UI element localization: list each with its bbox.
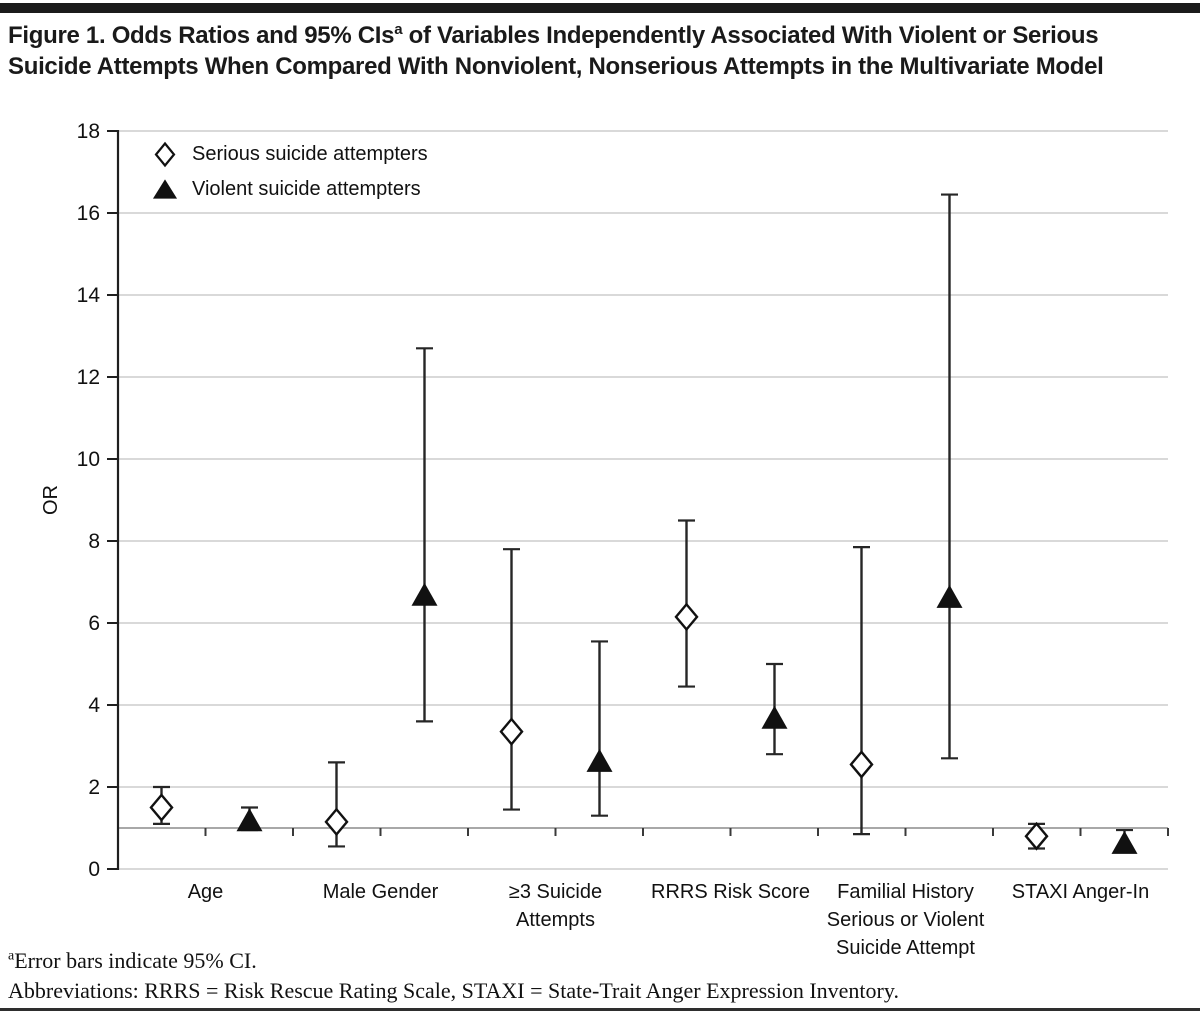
y-tick-label: 6 <box>88 612 100 635</box>
violent-triangle-marker <box>1111 830 1138 854</box>
y-tick-label: 14 <box>77 284 101 307</box>
figure-title-text-continued: of Variables Independently Associated Wi… <box>8 22 1104 80</box>
footnote-abbreviations-text: Abbreviations: RRRS = Risk Rescue Rating… <box>8 978 899 1003</box>
violent-triangle-marker <box>761 705 788 729</box>
x-category-label: STAXI Anger-In <box>1012 881 1149 903</box>
x-category-label: Age <box>188 881 224 903</box>
figure-title-superscript: a <box>394 21 403 38</box>
y-axis-title: OR <box>40 485 62 515</box>
footnote-error-bars-text: Error bars indicate 95% CI. <box>14 948 257 973</box>
violent-triangle-marker <box>236 808 263 832</box>
top-rule <box>0 3 1200 13</box>
legend-item-serious: Serious suicide attempters <box>152 141 428 168</box>
serious-diamond-marker <box>149 793 174 822</box>
legend-item-violent: Violent suicide attempters <box>152 177 428 201</box>
legend-label-violent: Violent suicide attempters <box>192 177 421 200</box>
serious-diamond-marker <box>1024 821 1049 851</box>
serious-diamond-marker <box>674 602 699 632</box>
x-category-label: ≥3 Suicide Attempts <box>509 881 602 931</box>
open-diamond-marker-icon <box>152 141 178 168</box>
violent-triangle-marker <box>411 582 438 606</box>
legend-label-serious: Serious suicide attempters <box>192 143 428 165</box>
bottom-rule <box>0 1008 1200 1011</box>
footnote-error-bars: aError bars indicate 95% CI. <box>8 948 257 974</box>
y-tick-label: 12 <box>77 366 100 389</box>
x-category-label: RRRS Risk Score <box>651 881 810 903</box>
y-tick-label: 16 <box>77 202 100 225</box>
serious-diamond-marker <box>499 717 524 747</box>
filled-triangle-marker-icon <box>152 177 178 201</box>
legend: Serious suicide attempters Violent suici… <box>152 141 428 201</box>
figure-title: Figure 1. Odds Ratios and 95% CIsa of Va… <box>8 20 1158 82</box>
serious-diamond-marker <box>324 807 349 837</box>
footnote-abbreviations: Abbreviations: RRRS = Risk Rescue Rating… <box>8 978 899 1004</box>
y-tick-label: 8 <box>88 530 100 553</box>
serious-diamond-marker <box>849 750 874 779</box>
y-tick-label: 4 <box>88 694 100 717</box>
y-tick-label: 18 <box>77 120 100 143</box>
footnote-superscript: a <box>8 948 15 964</box>
y-tick-label: 0 <box>88 858 100 881</box>
violent-triangle-marker <box>586 748 613 772</box>
x-category-label: Familial History Serious or Violent Suicid… <box>827 881 985 959</box>
figure-title-text: Figure 1. Odds Ratios and 95% CIs <box>8 22 395 49</box>
violent-triangle-marker <box>936 584 963 608</box>
y-tick-label: 2 <box>88 776 100 799</box>
y-tick-label: 10 <box>77 448 100 471</box>
x-category-label: Male Gender <box>323 881 439 903</box>
